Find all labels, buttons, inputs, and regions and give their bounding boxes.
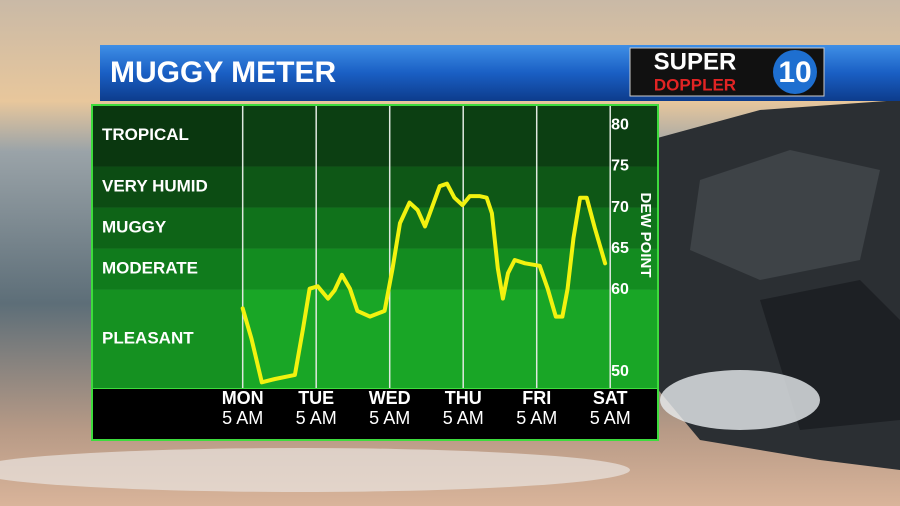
x-tick-sublabel: 5 AM: [443, 408, 484, 428]
data-line: [240, 181, 608, 385]
y-tick-label: 80: [611, 117, 629, 134]
logo-text: DOPPLER: [654, 75, 736, 94]
y-tick-label: 60: [611, 281, 629, 298]
y-tick-label: 75: [611, 158, 629, 175]
y-tick-label: 50: [611, 363, 629, 380]
zone-label: PLEASANT: [102, 328, 194, 347]
x-tick-sublabel: 5 AM: [369, 408, 410, 428]
zone-label: MODERATE: [102, 259, 198, 278]
x-tick-sublabel: 5 AM: [222, 408, 263, 428]
logo: SUPER DOPPLER 10: [629, 47, 825, 97]
x-tick-label: FRI: [522, 388, 551, 408]
x-tick-label: TUE: [298, 388, 334, 408]
y-tick-label: 65: [611, 240, 629, 257]
plot-frame: [91, 104, 659, 441]
zone-label-shade: [92, 207, 243, 249]
zone-band: [92, 105, 658, 167]
x-tick-label: THU: [445, 388, 482, 408]
zone-band: [92, 207, 658, 249]
plot: TROPICAL VERY HUMID MUGGY MODERATE PLEASANT M…: [92, 105, 658, 428]
x-tick-label: SAT: [593, 388, 628, 408]
zone-band: [92, 248, 658, 290]
zone-label: TROPICAL: [102, 125, 189, 144]
chart-title: MUGGY METER: [110, 56, 336, 89]
y-tick-label: 70: [611, 199, 629, 216]
zone-band: [92, 166, 658, 208]
x-tick-sublabel: 5 AM: [516, 408, 557, 428]
y-axis-label: DEW POINT: [637, 193, 654, 278]
x-axis-band: [91, 387, 659, 441]
x-tick-sublabel: 5 AM: [296, 408, 337, 428]
zone-label-shade: [92, 166, 243, 208]
zone-label-shade: [92, 248, 243, 290]
logo-number: 10: [778, 56, 811, 89]
logo-text: SUPER: [654, 48, 737, 75]
zone-label: VERY HUMID: [102, 177, 208, 196]
x-tick-sublabel: 5 AM: [590, 408, 631, 428]
zone-label: MUGGY: [102, 218, 167, 237]
zone-label-shade: [92, 289, 243, 388]
zone-label-shade: [92, 105, 243, 167]
x-tick-label: WED: [369, 388, 411, 408]
x-tick-label: MON: [222, 388, 264, 408]
